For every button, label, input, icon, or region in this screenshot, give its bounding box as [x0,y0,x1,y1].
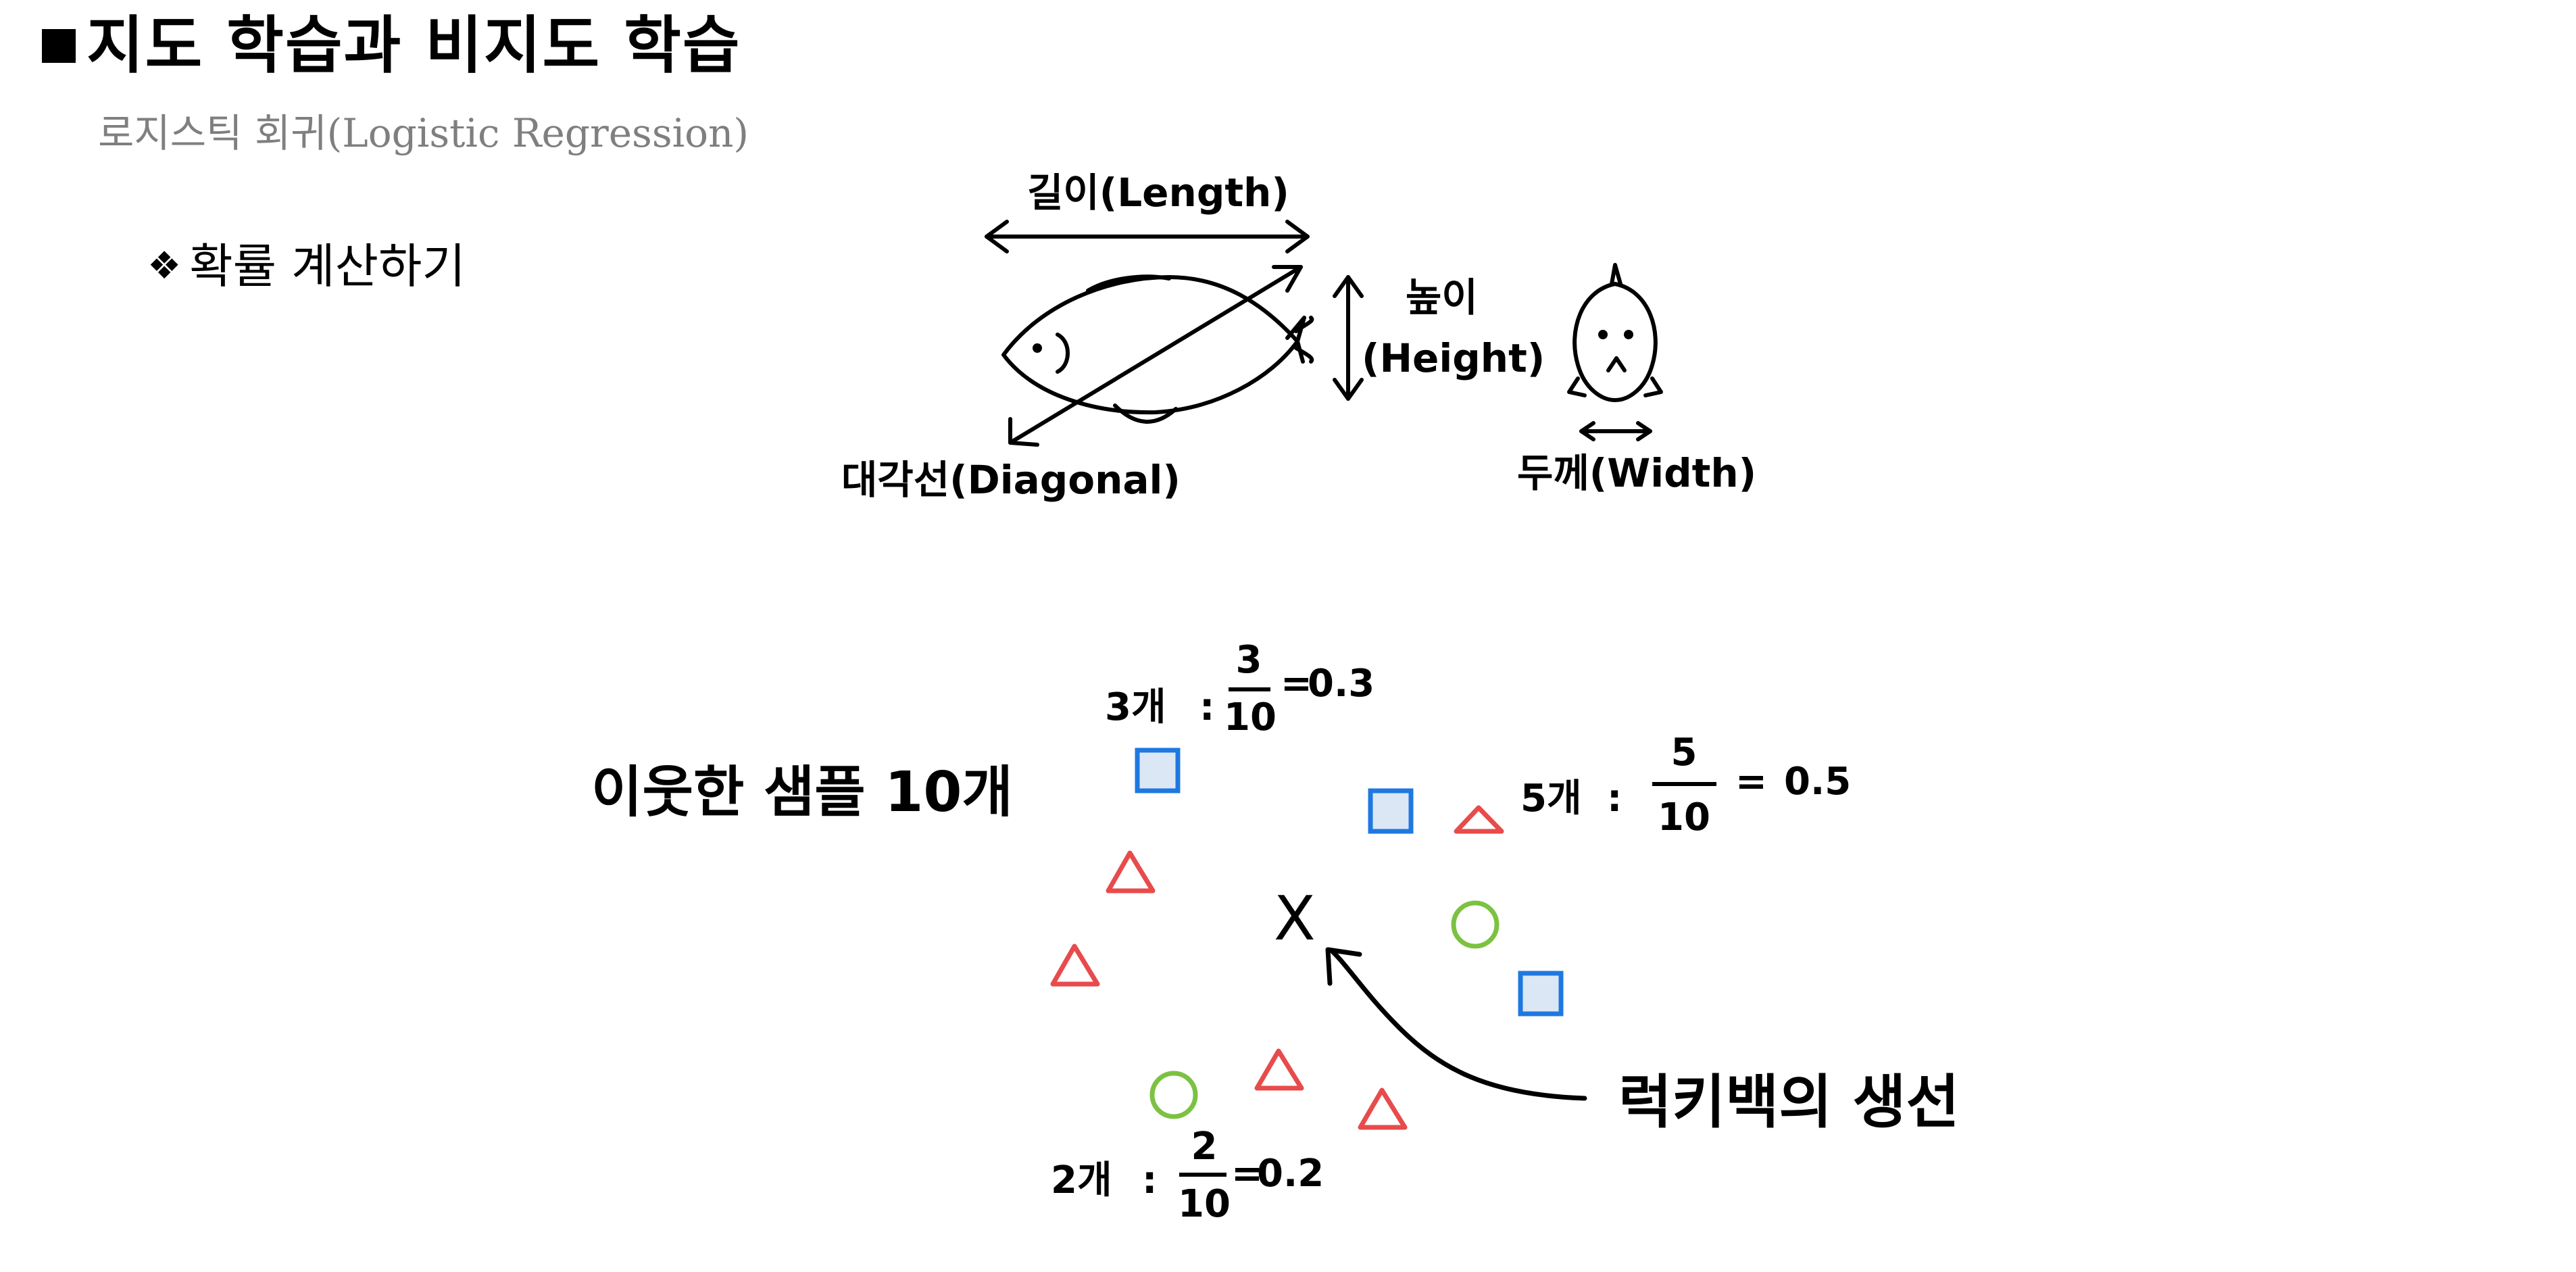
width-arrow [1579,421,1652,441]
circle-probability-calc: 2개 : 2 10 = 0.2 [1051,1125,1324,1226]
height-label-korean: 높이 [1406,274,1478,320]
fish-measurement-figure [985,220,1663,447]
triangle-colon: : [1607,777,1622,821]
bullet-point: ❖ 확률 계산하기 [147,228,466,297]
length-arrow [985,220,1310,253]
square-colon: : [1199,685,1214,729]
target-marker: X [1274,883,1316,954]
square-denominator: 10 [1224,695,1277,739]
fish-side-icon [1001,274,1314,424]
square-count: 3개 [1105,685,1166,729]
slide-title: 지도 학습과 비지도 학습 [42,15,741,77]
slide-subtitle: 로지스틱 회귀(Logistic Regression) [98,110,749,156]
square-samples [1135,748,1564,1017]
target-fish-label: 럭키백의 생선 [1618,1069,1960,1136]
circle-sample [1149,1071,1198,1119]
fish-front-icon [1567,263,1663,402]
bullet-point-text: 확률 계산하기 [189,239,466,294]
height-arrow [1333,275,1364,401]
triangle-numerator: 5 [1671,731,1698,775]
square-probability-calc: 3개 : 3 10 = 0.3 [1105,638,1374,739]
triangle-equals: = [1735,760,1767,804]
triangle-probability-calc: 5개 : 5 10 = 0.5 [1520,731,1851,839]
circle-result: 0.2 [1257,1152,1324,1196]
triangle-sample [1254,1048,1304,1091]
diamond-bullet-icon: ❖ [147,244,182,288]
circle-colon: : [1142,1158,1157,1202]
square-sample [1518,971,1564,1017]
neighbors-count-label: 이웃한 샘플 10개 [591,760,1013,825]
circle-sample [1451,900,1500,949]
square-numerator: 3 [1236,638,1262,682]
title-square-bullet-icon [42,29,76,63]
triangle-sample [1050,944,1100,987]
slide-title-text: 지도 학습과 비지도 학습 [86,9,741,82]
triangle-sample [1358,1087,1408,1130]
circle-samples [1149,900,1500,1119]
triangle-sample [1106,850,1156,894]
square-sample [1135,748,1181,793]
circle-numerator: 2 [1191,1125,1218,1169]
diagonal-label: 대각선(Diagonal) [841,457,1181,503]
square-equals: = [1281,662,1312,706]
triangle-denominator: 10 [1658,796,1710,839]
triangle-result: 0.5 [1784,760,1851,804]
circle-count: 2개 [1051,1158,1112,1202]
target-pointer-arrow [1325,947,1587,1101]
circle-denominator: 10 [1178,1182,1231,1226]
square-sample [1368,788,1414,834]
triangle-samples [1050,805,1504,1130]
length-label: 길이(Length) [1027,170,1289,216]
triangle-sample [1454,805,1504,834]
circle-equals: = [1231,1152,1263,1196]
square-result: 0.3 [1308,662,1374,706]
height-label-english: (Height) [1362,335,1545,381]
diagonal-arrow [1008,265,1303,447]
triangle-count: 5개 [1520,777,1582,821]
width-label: 두께(Width) [1517,450,1756,496]
